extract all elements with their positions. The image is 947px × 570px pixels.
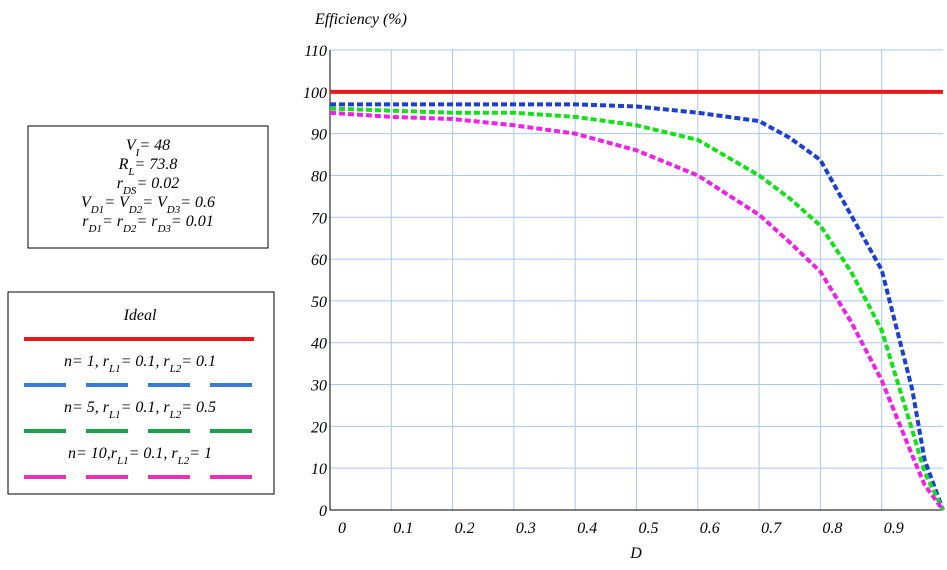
text-part: R — [118, 156, 129, 173]
text-part: n= 5, — [64, 399, 103, 416]
text-part: V — [119, 194, 131, 211]
text-part: n= 1, — [64, 353, 103, 370]
text-part: Ideal — [123, 307, 157, 324]
y-tick-label: 10 — [311, 461, 327, 478]
chart-title: Efficiency (%) — [314, 11, 407, 28]
text-part: = 0.02 — [136, 175, 179, 192]
text-part: r — [171, 445, 178, 462]
x-tick-label: 0.3 — [516, 520, 536, 537]
x-tick-label: 0.6 — [700, 520, 720, 537]
x-tick-label: 0.5 — [639, 520, 659, 537]
x-tick-label: 0.7 — [761, 520, 782, 537]
subscript: L2 — [169, 409, 182, 421]
y-tick-label: 60 — [311, 252, 327, 269]
text-part: = — [142, 194, 157, 211]
text-part: = 0.1, — [121, 399, 164, 416]
subscript: DS — [122, 185, 137, 197]
subscript: D3 — [156, 223, 171, 235]
text-part: r — [117, 175, 124, 192]
x-tick-label: 0.4 — [577, 520, 597, 537]
series-line — [329, 106, 945, 511]
text-part: r — [103, 353, 110, 370]
subscript: L1 — [116, 455, 129, 467]
subscript: D1 — [90, 204, 104, 216]
rich-text: Ideal — [123, 307, 157, 324]
text-part: n= 10, — [68, 445, 111, 462]
text-part: V — [126, 137, 138, 154]
legend-box — [7, 291, 275, 495]
subscript: D2 — [122, 223, 137, 235]
y-tick-label: 20 — [311, 419, 327, 436]
subscript: L1 — [108, 363, 121, 375]
subscript: L2 — [177, 455, 190, 467]
rich-text: rDS= 0.02 — [117, 175, 179, 197]
parameter-box — [27, 125, 269, 249]
text-part: V — [81, 194, 93, 211]
rich-text: n= 5, rL1= 0.1, rL2= 0.5 — [64, 399, 216, 421]
rich-text: n= 1, rL1= 0.1, rL2= 0.1 — [64, 353, 216, 375]
y-tick-label: 0 — [319, 503, 327, 520]
text-part: r — [111, 445, 118, 462]
y-tick-label: 30 — [310, 378, 327, 395]
x-axis-label: D — [629, 545, 642, 562]
subscript: I — [135, 147, 141, 159]
text-part: = 0.1, — [129, 445, 172, 462]
y-tick-label: 80 — [311, 168, 327, 185]
subscript: L2 — [169, 363, 182, 375]
text-part: = — [102, 213, 117, 230]
y-tick-label: 90 — [311, 127, 327, 144]
text-part: = — [104, 194, 119, 211]
text-part: = 0.5 — [181, 399, 216, 416]
subscript: D1 — [88, 223, 102, 235]
text-part: = 73.8 — [135, 156, 178, 173]
rich-text: RL= 73.8 — [118, 156, 178, 178]
y-tick-label: 50 — [311, 294, 327, 311]
rich-text: VD1= VD2= VD3= 0.6 — [81, 194, 215, 216]
subscript: D2 — [128, 204, 143, 216]
text-part: = 0.01 — [171, 213, 214, 230]
text-part: V — [157, 194, 169, 211]
text-part: = 48 — [139, 137, 170, 154]
series-line — [330, 102, 945, 511]
text-part: = 0.1 — [181, 353, 216, 370]
rich-text: n= 10,rL1= 0.1, rL2= 1 — [68, 445, 212, 467]
x-tick-label: 0 — [338, 520, 346, 537]
y-tick-label: 40 — [311, 336, 327, 353]
rich-text: VI= 48 — [126, 137, 170, 159]
text-part: r — [151, 213, 158, 230]
text-part: = — [136, 213, 151, 230]
subscript: D3 — [166, 204, 181, 216]
text-part: r — [163, 399, 170, 416]
x-tick-label: 0.2 — [455, 520, 475, 537]
x-tick-label: 0.9 — [884, 520, 904, 537]
rich-text: rD1= rD2= rD3= 0.01 — [82, 213, 213, 235]
text-part: = 1 — [189, 445, 212, 462]
x-tick-label: 0.1 — [393, 520, 413, 537]
y-tick-label: 100 — [303, 85, 327, 102]
text-part: r — [103, 399, 110, 416]
axis — [329, 50, 943, 511]
subscript: L1 — [108, 409, 121, 421]
text-part: = 0.1, — [121, 353, 164, 370]
x-tick-label: 0.8 — [822, 520, 842, 537]
text-part: r — [117, 213, 124, 230]
subscript: L — [127, 166, 134, 178]
text-part: = 0.6 — [180, 194, 215, 211]
text-part: r — [82, 213, 89, 230]
y-tick-label: 70 — [311, 210, 327, 227]
series-line — [329, 110, 945, 512]
text-part: r — [163, 353, 170, 370]
y-tick-label: 110 — [304, 43, 327, 60]
